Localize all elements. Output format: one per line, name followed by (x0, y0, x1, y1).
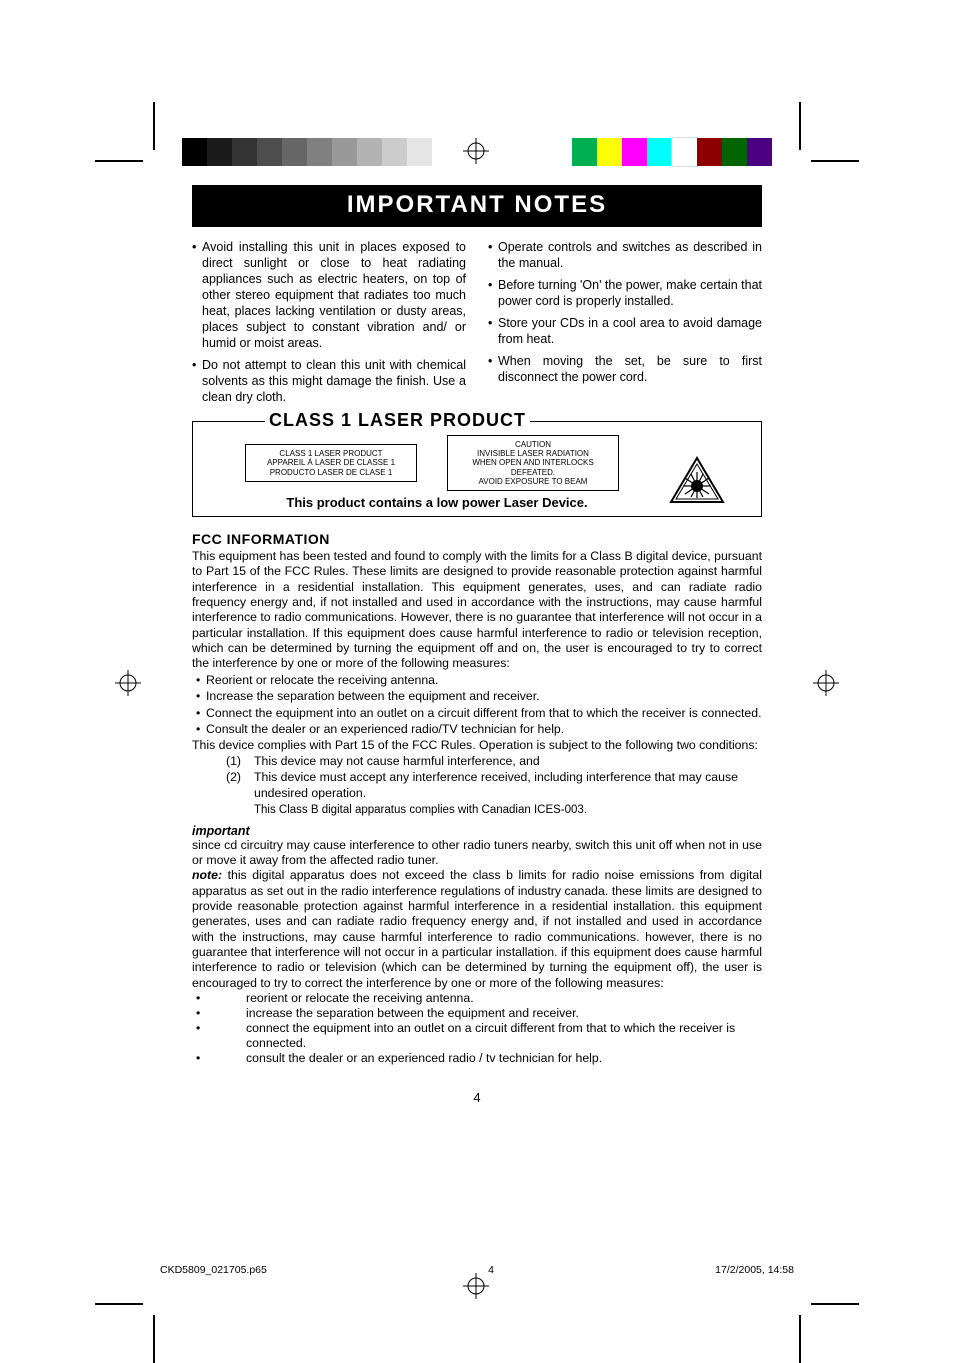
fcc-conditions: (1)This device may not cause harmful int… (192, 754, 762, 802)
important-body1: since cd circuitry may cause interferenc… (192, 838, 762, 869)
footer-page: 4 (488, 1264, 494, 1276)
registration-mark-icon (813, 670, 839, 696)
fcc-measure-item: Connect the equipment into an outlet on … (192, 706, 762, 721)
registration-mark-icon (115, 670, 141, 696)
class1-laser-box: CLASS 1 LASER PRODUCT CLASS 1 LASER PROD… (192, 421, 762, 517)
class1-title: CLASS 1 LASER PRODUCT (265, 410, 530, 431)
page-number: 4 (192, 1090, 762, 1105)
class1-footer-text: This product contains a low power Laser … (205, 495, 749, 510)
note-item: Avoid installing this unit in places exp… (192, 239, 466, 351)
fcc-measure-item: Consult the dealer or an experienced rad… (192, 722, 762, 737)
note-item: Store your CDs in a cool area to avoid d… (488, 315, 762, 347)
registration-mark-icon (463, 1273, 489, 1299)
note-item: When moving the set, be sure to first di… (488, 353, 762, 385)
important-body2: note: this digital apparatus does not ex… (192, 868, 762, 991)
important-list-item: •consult the dealer or an experienced ra… (192, 1051, 762, 1066)
laser-warning-icon (669, 456, 725, 506)
note-label: note: (192, 868, 222, 882)
important-list: •reorient or relocate the receiving ante… (192, 991, 762, 1066)
important-list-item: •increase the separation between the equ… (192, 1006, 762, 1021)
notes-column-right: Operate controls and switches as describ… (488, 239, 762, 385)
notes-column-left: Avoid installing this unit in places exp… (192, 239, 466, 405)
important-list-item: •reorient or relocate the receiving ante… (192, 991, 762, 1006)
laser-label-2: CAUTIONINVISIBLE LASER RADIATIONWHEN OPE… (447, 435, 619, 491)
fcc-measure-item: Reorient or relocate the receiving anten… (192, 673, 762, 688)
laser-label-1: CLASS 1 LASER PRODUCTAPPAREIL Á LASER DE… (245, 444, 417, 482)
footer-row: CKD5809_021705.p65 4 17/2/2005, 14:58 (160, 1264, 794, 1276)
fcc-measures-list: Reorient or relocate the receiving anten… (192, 673, 762, 737)
fcc-heading: FCC INFORMATION (192, 531, 762, 547)
note-item: Do not attempt to clean this unit with c… (192, 357, 466, 405)
color-calibration-bars (0, 138, 954, 166)
note-item: Before turning 'On' the power, make cert… (488, 277, 762, 309)
fcc-body: This equipment has been tested and found… (192, 549, 762, 672)
fcc-subnote: This Class B digital apparatus complies … (192, 804, 762, 816)
fcc-compliance: This device complies with Part 15 of the… (192, 738, 762, 753)
important-heading: important (192, 824, 762, 838)
fcc-measure-item: Increase the separation between the equi… (192, 689, 762, 704)
footer-datetime: 17/2/2005, 14:58 (715, 1264, 794, 1276)
footer-filename: CKD5809_021705.p65 (160, 1264, 267, 1276)
note-item: Operate controls and switches as describ… (488, 239, 762, 271)
page-title-banner: IMPORTANT NOTES (192, 185, 762, 227)
important-list-item: •connect the equipment into an outlet on… (192, 1021, 762, 1051)
